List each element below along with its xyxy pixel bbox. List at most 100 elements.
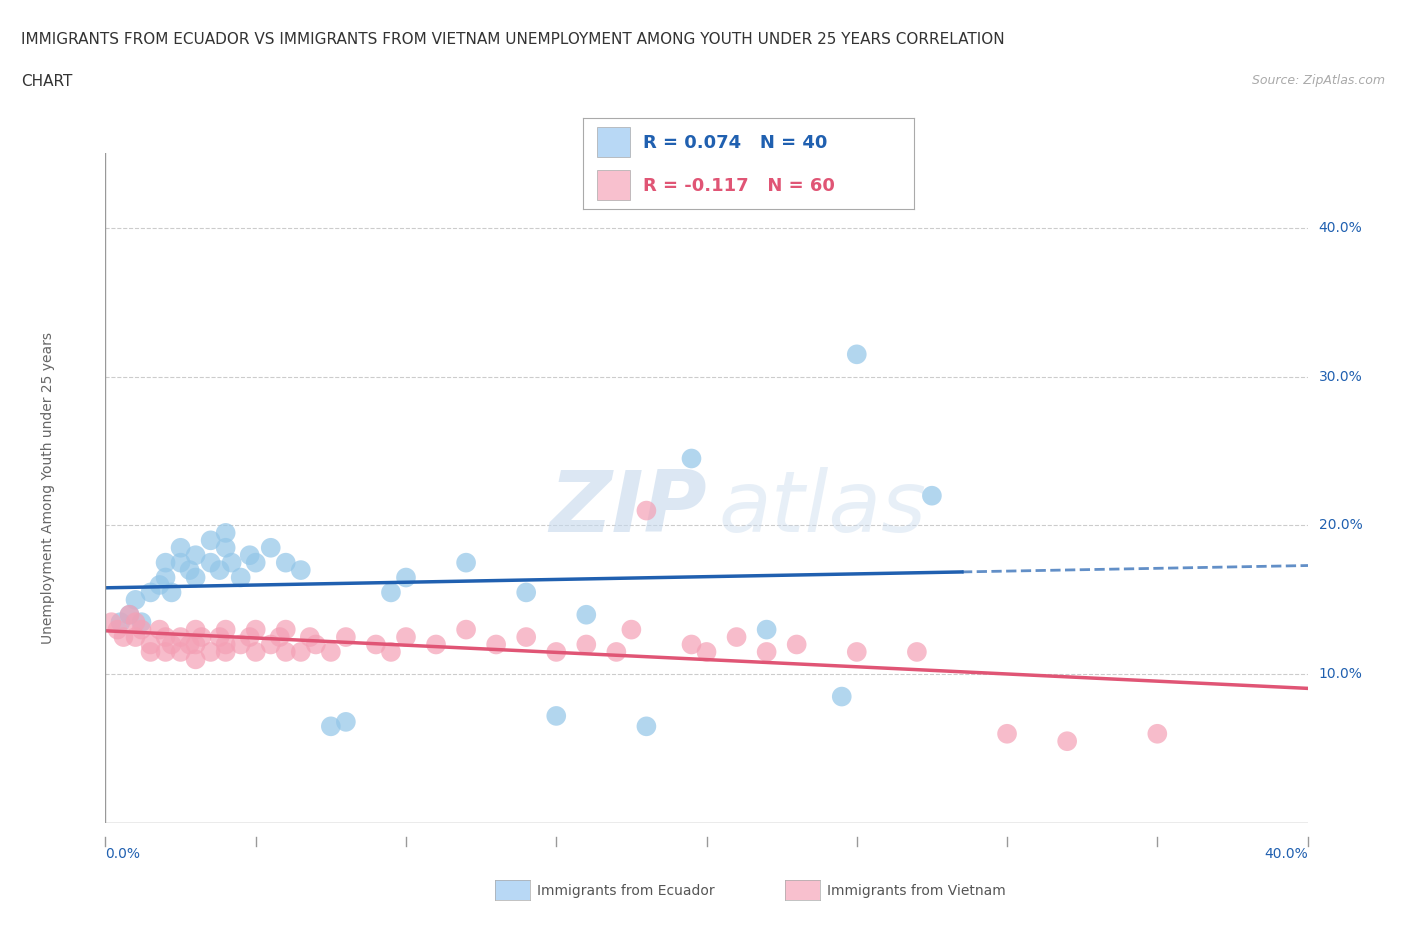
Point (290, 563, 312, 578)
Point (139, 585, 162, 600)
Text: Immigrants from Ecuador: Immigrants from Ecuador (537, 884, 714, 898)
Point (905, 644, 928, 659)
Point (319, 719, 342, 734)
Point (110, 615, 132, 630)
Point (155, 555, 177, 570)
Point (214, 540, 236, 555)
Point (139, 637, 162, 652)
Point (921, 488, 943, 503)
Text: Unemployment Among Youth under 25 years: Unemployment Among Youth under 25 years (41, 332, 55, 644)
Point (169, 630, 191, 644)
Point (229, 570, 252, 585)
Point (274, 555, 297, 570)
Text: 0.0%: 0.0% (105, 846, 141, 861)
Point (214, 637, 236, 652)
Point (200, 533, 222, 548)
Point (100, 615, 122, 630)
Point (274, 622, 297, 637)
Point (124, 630, 146, 644)
Point (260, 637, 283, 652)
Point (681, 637, 703, 652)
Point (155, 570, 177, 585)
Point (184, 622, 207, 637)
Point (200, 555, 222, 570)
Point (184, 548, 207, 563)
Point (229, 637, 252, 652)
Point (118, 607, 141, 622)
Point (155, 630, 177, 644)
Point (605, 644, 627, 659)
Text: CHART: CHART (21, 74, 73, 89)
Point (546, 644, 568, 659)
Point (725, 630, 748, 644)
Point (845, 347, 868, 362)
Point (454, 622, 477, 637)
Point (319, 644, 342, 659)
Point (239, 548, 262, 563)
Point (845, 644, 868, 659)
Point (184, 652, 207, 667)
Point (681, 451, 703, 466)
Point (184, 637, 207, 652)
Point (831, 689, 853, 704)
Text: Immigrants from Vietnam: Immigrants from Vietnam (827, 884, 1005, 898)
Text: 20.0%: 20.0% (1319, 518, 1362, 533)
Point (169, 540, 191, 555)
Text: ZIP: ZIP (548, 467, 707, 550)
Point (139, 644, 162, 659)
Point (395, 630, 418, 644)
Point (425, 637, 447, 652)
Point (305, 637, 328, 652)
Point (620, 622, 643, 637)
Point (208, 563, 231, 578)
Point (124, 615, 146, 630)
Point (214, 525, 236, 540)
Point (245, 555, 267, 570)
Point (269, 630, 291, 644)
Point (200, 644, 222, 659)
Text: R = -0.117   N = 60: R = -0.117 N = 60 (643, 177, 835, 194)
Point (148, 622, 170, 637)
Text: 40.0%: 40.0% (1264, 846, 1308, 861)
Text: IMMIGRANTS FROM ECUADOR VS IMMIGRANTS FROM VIETNAM UNEMPLOYMENT AMONG YOUTH UNDE: IMMIGRANTS FROM ECUADOR VS IMMIGRANTS FR… (21, 32, 1005, 46)
Point (184, 570, 207, 585)
Point (190, 630, 212, 644)
Point (245, 622, 267, 637)
FancyBboxPatch shape (596, 127, 630, 157)
Point (636, 503, 658, 518)
Point (214, 622, 236, 637)
Point (155, 644, 177, 659)
Point (1146, 726, 1168, 741)
Point (755, 622, 778, 637)
Point (179, 563, 201, 578)
Point (107, 622, 129, 637)
Text: R = 0.074   N = 40: R = 0.074 N = 40 (643, 134, 827, 152)
Point (515, 585, 537, 600)
Text: 30.0%: 30.0% (1319, 369, 1362, 384)
Point (395, 570, 418, 585)
Point (636, 719, 658, 734)
Point (995, 726, 1018, 741)
Point (755, 644, 778, 659)
Point (575, 637, 598, 652)
Point (274, 644, 297, 659)
Text: atlas: atlas (718, 467, 927, 550)
Point (214, 644, 236, 659)
Point (546, 709, 568, 724)
Point (112, 630, 135, 644)
FancyBboxPatch shape (596, 170, 630, 200)
Point (131, 622, 153, 637)
Point (179, 637, 201, 652)
Point (696, 644, 718, 659)
Point (245, 644, 267, 659)
Point (239, 630, 262, 644)
Text: 10.0%: 10.0% (1319, 667, 1362, 682)
Point (148, 578, 170, 592)
Point (169, 644, 191, 659)
Point (208, 630, 231, 644)
Point (380, 644, 402, 659)
Point (131, 615, 153, 630)
Point (335, 630, 357, 644)
Point (335, 714, 357, 729)
Point (124, 592, 146, 607)
